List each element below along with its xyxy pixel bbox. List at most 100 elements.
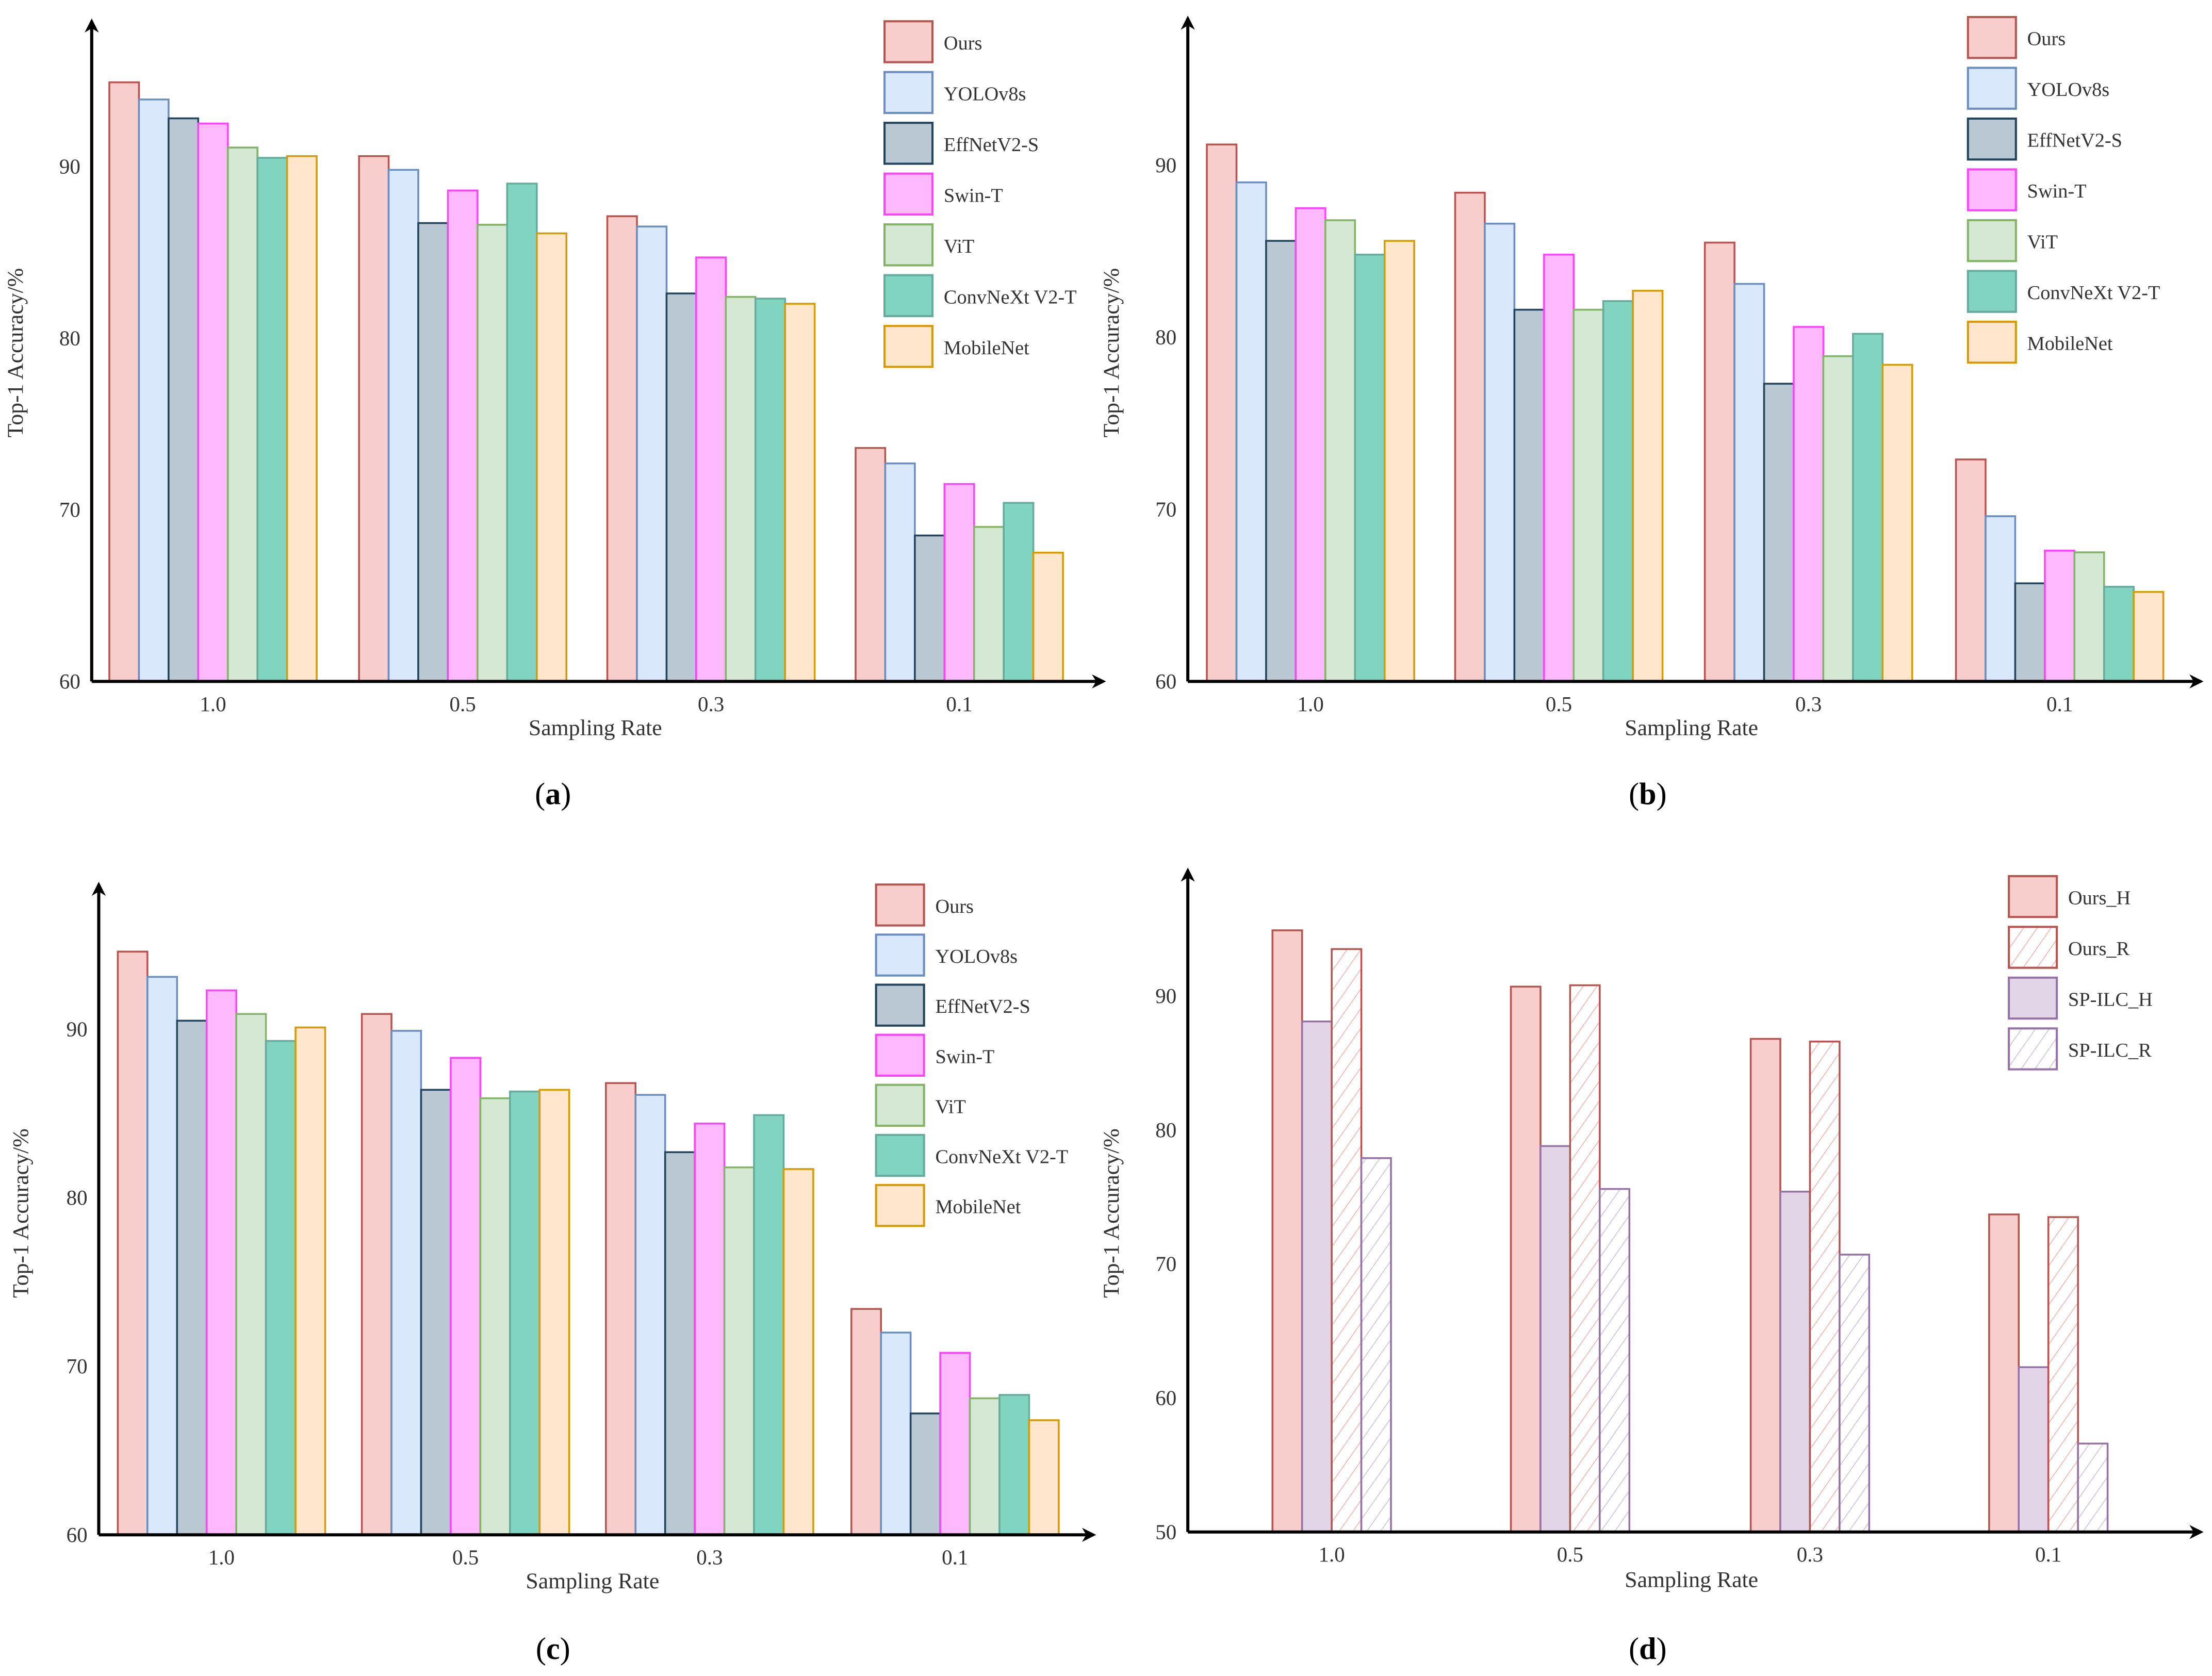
legend-swatch	[1967, 67, 2017, 110]
bar-yolov8s-0.1	[884, 462, 916, 683]
legend-label: MobileNet	[944, 337, 1029, 359]
bar-ours-0.1	[855, 447, 887, 683]
bar-swin-t-0.1	[2044, 549, 2076, 683]
x-tick-label: 0.1	[2035, 1542, 2061, 1566]
legend-swatch	[883, 172, 934, 216]
legend-label: SP-ILC_R	[2068, 1040, 2152, 1061]
bar-swin-t-0.5	[1543, 253, 1575, 683]
legend-label: MobileNet	[936, 1196, 1021, 1218]
bar-ours-0.3	[606, 215, 638, 683]
bar-sp-ilc-r-1.0	[1360, 1157, 1392, 1533]
bar-yolov8s-0.5	[387, 169, 419, 683]
x-axis-label: Sampling Rate	[529, 715, 662, 740]
bar-sp-ilc-r-0.3	[1839, 1254, 1871, 1533]
bar-swin-t-1.0	[197, 122, 229, 683]
bar-vit-0.3	[1822, 355, 1854, 683]
legend-label: ConvNeXt V2-T	[936, 1146, 1069, 1168]
legend-swatch	[883, 122, 934, 165]
bar-ours-1.0	[1206, 143, 1238, 683]
x-tick-label: 0.3	[698, 692, 724, 716]
legend-label: Ours_R	[2068, 938, 2130, 960]
panel-caption: (a)	[535, 777, 571, 811]
bar-mobilenet-0.3	[782, 1168, 814, 1536]
chart-panel-c: 60 70 80 90 1.0 0.5 0.3 0.1 Sampling Rate Top-1 A…	[9, 881, 1096, 1666]
bar-effnetv2-s-1.0	[176, 1020, 208, 1536]
y-tick-label: 80	[59, 326, 80, 350]
bar-yolov8s-0.1	[1985, 515, 2017, 683]
bar-effnetv2-s-1.0	[1265, 240, 1297, 683]
bar-ours-0.5	[361, 1013, 392, 1536]
legend-swatch	[1967, 117, 2017, 161]
x-tick-label: 0.5	[1557, 1542, 1583, 1566]
bar-vit-1.0	[226, 146, 258, 683]
legend-swatch	[883, 274, 934, 317]
y-tick-label: 60	[67, 1523, 88, 1547]
bar-mobilenet-0.1	[1028, 1419, 1060, 1536]
bar-yolov8s-0.3	[1733, 283, 1765, 683]
bar-effnetv2-s-0.5	[420, 1089, 452, 1536]
bar-yolov8s-0.5	[390, 1030, 422, 1536]
bar-effnetv2-s-0.1	[914, 534, 946, 683]
legend-swatch	[1967, 15, 2017, 59]
bar-vit-0.1	[973, 525, 1005, 683]
y-axis-label: Top-1 Accuracy/%	[1099, 268, 1124, 438]
x-tick-label: 0.5	[1546, 692, 1572, 716]
bar-ours-h-1.0	[1271, 929, 1303, 1533]
bar-sp-ilc-r-0.5	[1599, 1188, 1631, 1533]
legend-label: ViT	[2027, 232, 2058, 253]
bar-convnext-v2-t-0.3	[754, 298, 786, 683]
bar-convnext-v2-t-0.3	[1852, 333, 1884, 683]
bar-convnext-v2-t-0.1	[998, 1394, 1030, 1536]
legend-swatch	[883, 20, 934, 63]
bar-swin-t-0.1	[939, 1352, 971, 1536]
bar-vit-0.1	[2073, 551, 2105, 683]
bar-sp-ilc-h-0.1	[2018, 1366, 2050, 1533]
bar-swin-t-1.0	[1295, 207, 1326, 683]
bar-effnetv2-s-0.5	[1513, 308, 1545, 683]
bar-effnetv2-s-0.5	[417, 222, 449, 683]
bar-ours-r-0.5	[1569, 984, 1601, 1533]
legend-label: Ours	[936, 896, 974, 917]
bar-vit-0.5	[477, 224, 509, 683]
x-tick-label: 0.3	[1797, 1542, 1823, 1566]
y-tick-label: 70	[1155, 1252, 1176, 1276]
bar-convnext-v2-t-1.0	[1354, 253, 1386, 683]
y-tick-label: 90	[1155, 153, 1176, 177]
x-tick-label: 0.1	[942, 1546, 968, 1569]
legend-label: Swin-T	[944, 185, 1003, 206]
bar-convnext-v2-t-0.5	[509, 1090, 541, 1536]
bar-vit-0.3	[725, 295, 757, 683]
y-axis-label: Top-1 Accuracy/%	[3, 268, 28, 438]
legend-label: Ours	[2027, 28, 2066, 50]
bar-vit-0.5	[479, 1097, 511, 1536]
legend-swatch	[1967, 270, 2017, 313]
legend-swatch	[1967, 320, 2017, 364]
legend-label: EffNetV2-S	[2027, 130, 2122, 152]
panel-letter: c	[546, 1632, 560, 1666]
bar-ours-0.3	[1703, 241, 1735, 683]
bar-vit-0.1	[969, 1397, 1001, 1536]
panel-letter: b	[1639, 777, 1656, 811]
bar-effnetv2-s-0.1	[2014, 582, 2046, 683]
y-tick-label: 80	[1155, 1118, 1176, 1142]
y-tick-label: 80	[1155, 325, 1176, 349]
legend-label: ConvNeXt V2-T	[944, 286, 1077, 308]
y-tick-label: 60	[1155, 1386, 1176, 1410]
x-tick-label: 0.3	[1795, 692, 1822, 716]
legend-swatch	[1967, 219, 2017, 262]
bar-mobilenet-0.1	[2133, 591, 2165, 683]
bar-sp-ilc-r-0.1	[2077, 1442, 2109, 1533]
panel-letter: d	[1639, 1632, 1656, 1666]
legend-swatch	[1967, 168, 2017, 211]
legend-label: YOLOv8s	[2027, 79, 2110, 101]
legend-label: YOLOv8s	[936, 946, 1018, 967]
bar-swin-t-0.1	[943, 483, 975, 683]
bar-ours-0.1	[850, 1308, 882, 1536]
bar-ours-0.1	[1955, 458, 1987, 683]
y-tick-label: 50	[1155, 1520, 1176, 1543]
bar-ours-h-0.3	[1749, 1038, 1781, 1533]
bar-effnetv2-s-0.1	[909, 1412, 941, 1536]
legend-swatch	[2008, 976, 2058, 1020]
bar-mobilenet-0.1	[1032, 551, 1064, 683]
x-axis-label: Sampling Rate	[1625, 1567, 1758, 1592]
